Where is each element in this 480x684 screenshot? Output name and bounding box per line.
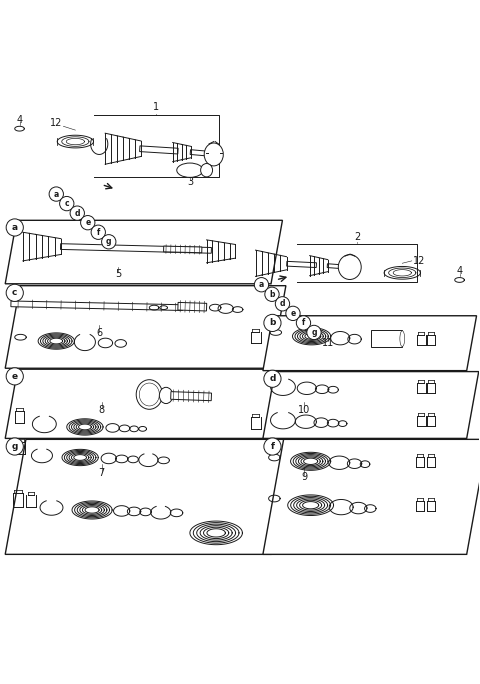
Text: g: g bbox=[12, 442, 18, 451]
Text: d: d bbox=[269, 374, 276, 383]
Text: b: b bbox=[269, 319, 276, 328]
Text: a: a bbox=[12, 223, 18, 232]
Circle shape bbox=[6, 285, 24, 302]
Polygon shape bbox=[60, 244, 211, 253]
Polygon shape bbox=[5, 439, 292, 554]
Text: d: d bbox=[280, 300, 285, 308]
Text: f: f bbox=[96, 228, 100, 237]
Text: f: f bbox=[270, 442, 275, 451]
Text: 12: 12 bbox=[50, 118, 62, 129]
Polygon shape bbox=[263, 439, 480, 554]
Circle shape bbox=[264, 315, 281, 332]
Polygon shape bbox=[5, 369, 284, 438]
Text: g: g bbox=[106, 237, 111, 246]
Text: e: e bbox=[290, 309, 296, 318]
Circle shape bbox=[102, 235, 116, 249]
Polygon shape bbox=[178, 302, 207, 311]
Text: 10: 10 bbox=[298, 405, 311, 415]
Text: g: g bbox=[311, 328, 317, 337]
Circle shape bbox=[91, 225, 106, 239]
Circle shape bbox=[264, 438, 281, 455]
Ellipse shape bbox=[159, 387, 173, 404]
Polygon shape bbox=[287, 261, 316, 267]
Text: 1: 1 bbox=[154, 102, 159, 112]
Text: a: a bbox=[259, 280, 264, 289]
Circle shape bbox=[81, 215, 95, 230]
Polygon shape bbox=[5, 286, 286, 368]
Ellipse shape bbox=[338, 254, 361, 280]
Text: 11: 11 bbox=[322, 338, 335, 348]
Circle shape bbox=[307, 326, 321, 340]
Text: 4: 4 bbox=[16, 115, 23, 125]
Text: d: d bbox=[74, 209, 80, 218]
Ellipse shape bbox=[136, 380, 162, 409]
Polygon shape bbox=[5, 220, 282, 284]
Polygon shape bbox=[171, 392, 212, 401]
Polygon shape bbox=[11, 301, 183, 311]
Circle shape bbox=[296, 316, 311, 330]
Text: 3: 3 bbox=[187, 177, 193, 187]
Text: c: c bbox=[64, 199, 69, 208]
Text: 12: 12 bbox=[413, 256, 425, 266]
Circle shape bbox=[70, 206, 84, 220]
Text: 8: 8 bbox=[98, 405, 105, 415]
Ellipse shape bbox=[177, 163, 203, 177]
Text: f: f bbox=[302, 319, 305, 328]
Circle shape bbox=[254, 278, 269, 292]
Polygon shape bbox=[140, 146, 178, 154]
Circle shape bbox=[264, 370, 281, 387]
Circle shape bbox=[6, 219, 24, 236]
Bar bbox=[371, 330, 402, 347]
Polygon shape bbox=[263, 316, 477, 371]
Text: 4: 4 bbox=[456, 266, 463, 276]
Text: a: a bbox=[54, 189, 59, 198]
Text: c: c bbox=[12, 289, 17, 298]
Text: 2: 2 bbox=[354, 232, 360, 241]
Circle shape bbox=[6, 438, 24, 455]
Text: 6: 6 bbox=[96, 328, 102, 339]
Ellipse shape bbox=[400, 331, 405, 347]
Text: 5: 5 bbox=[115, 269, 121, 279]
Circle shape bbox=[286, 306, 300, 321]
Circle shape bbox=[49, 187, 63, 201]
Polygon shape bbox=[327, 264, 340, 269]
Text: e: e bbox=[12, 372, 18, 381]
Ellipse shape bbox=[201, 163, 213, 177]
Circle shape bbox=[265, 287, 279, 302]
Circle shape bbox=[276, 297, 289, 311]
Text: e: e bbox=[85, 218, 90, 227]
Polygon shape bbox=[263, 371, 479, 438]
Polygon shape bbox=[164, 246, 202, 253]
Text: 9: 9 bbox=[301, 471, 308, 482]
Polygon shape bbox=[190, 150, 207, 156]
Text: 7: 7 bbox=[98, 469, 105, 478]
Ellipse shape bbox=[204, 143, 223, 166]
Circle shape bbox=[60, 196, 74, 211]
Circle shape bbox=[6, 368, 24, 385]
Text: b: b bbox=[269, 290, 275, 299]
Ellipse shape bbox=[139, 383, 159, 406]
